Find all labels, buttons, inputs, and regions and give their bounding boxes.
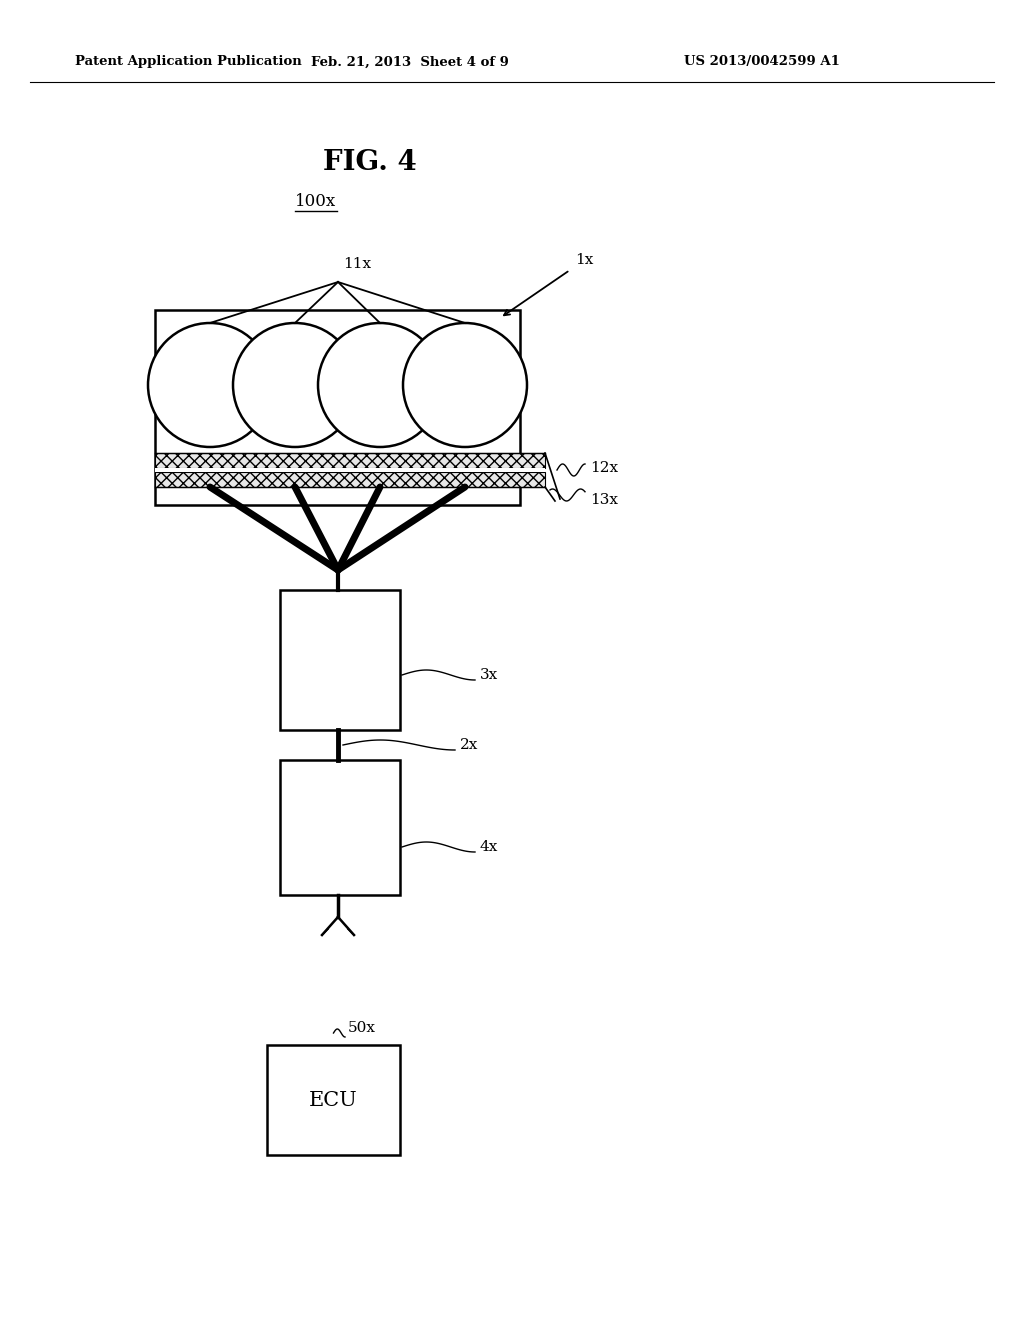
Text: 100x: 100x <box>295 193 336 210</box>
Ellipse shape <box>403 323 527 447</box>
Text: ECU: ECU <box>309 1090 357 1110</box>
Text: 1x: 1x <box>575 253 593 267</box>
Bar <box>280 760 400 895</box>
Text: Feb. 21, 2013  Sheet 4 of 9: Feb. 21, 2013 Sheet 4 of 9 <box>311 55 509 69</box>
Ellipse shape <box>148 323 272 447</box>
Bar <box>155 310 520 506</box>
Ellipse shape <box>233 323 357 447</box>
Bar <box>155 473 545 487</box>
Bar <box>267 1045 400 1155</box>
Text: FIG. 4: FIG. 4 <box>324 149 417 176</box>
Text: 2x: 2x <box>460 738 478 752</box>
Text: 11x: 11x <box>343 257 371 271</box>
Text: 4x: 4x <box>480 840 499 854</box>
Text: Patent Application Publication: Patent Application Publication <box>75 55 302 69</box>
Text: 3x: 3x <box>480 668 499 682</box>
Text: 13x: 13x <box>590 492 618 507</box>
Text: 50x: 50x <box>348 1020 376 1035</box>
Bar <box>280 590 400 730</box>
Ellipse shape <box>318 323 442 447</box>
Bar <box>155 469 545 473</box>
Text: US 2013/0042599 A1: US 2013/0042599 A1 <box>684 55 840 69</box>
Text: 12x: 12x <box>590 461 618 475</box>
Bar <box>155 453 545 469</box>
